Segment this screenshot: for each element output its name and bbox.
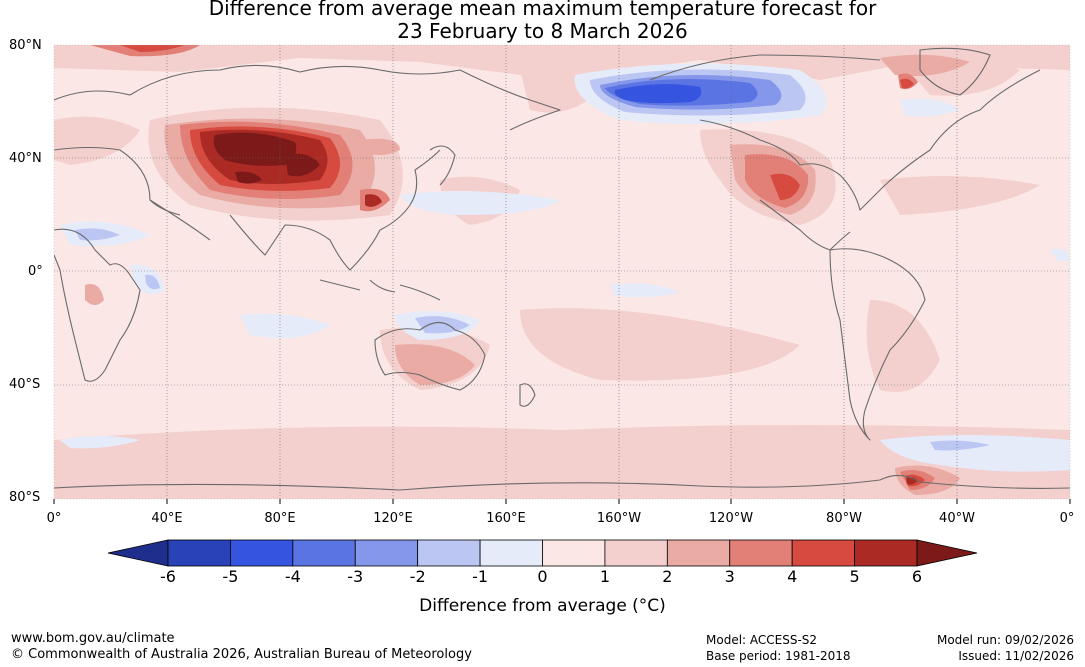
lon-label-120w: 120°W — [708, 511, 754, 526]
footer-base-period: Base period: 1981-2018 — [706, 649, 851, 663]
anomaly-minus-5-4-patches — [614, 84, 702, 104]
footer-website: www.bom.gov.au/climate — [11, 631, 175, 646]
lat-label-80n: 80°N — [9, 38, 42, 53]
colorbar-tick-label: -3 — [347, 567, 364, 586]
lon-label-0-right: 0° — [1059, 511, 1075, 526]
colorbar-tick-label: -1 — [472, 567, 489, 586]
lon-label-80w: 80°W — [826, 511, 862, 526]
lat-label-40s: 40°S — [9, 377, 41, 392]
lat-label-equator: 0° — [28, 264, 43, 279]
axis-ticks — [53, 499, 1071, 504]
footer-model-run: Model run: 09/02/2026 — [936, 633, 1074, 647]
colorbar-tick-label: 2 — [662, 567, 673, 586]
colorbar-tick-label: 1 — [599, 567, 610, 586]
lon-label-120e: 120°E — [373, 511, 413, 526]
colorbar-tick-label: -2 — [409, 567, 426, 586]
lon-label-160w: 160°W — [596, 511, 642, 526]
title-line-2: 23 February to 8 March 2026 — [397, 19, 688, 43]
colorbar-tick-label: -4 — [284, 567, 301, 586]
title-line-1: Difference from average mean maximum tem… — [208, 0, 877, 20]
footer-model: Model: ACCESS-S2 — [706, 633, 818, 647]
lat-label-80s: 80°S — [9, 490, 41, 505]
colorbar-tick-label: -5 — [222, 567, 239, 586]
colorbar-label: Difference from average (°C) — [419, 596, 666, 616]
map-frame — [53, 44, 1071, 500]
footer-copyright: © Commonwealth of Australia 2026, Austra… — [11, 647, 472, 662]
footer-issued: Issued: 11/02/2026 — [958, 649, 1074, 663]
colorbar-tick-label: 6 — [911, 567, 923, 586]
lon-label-40e: 40°E — [151, 511, 183, 526]
lon-label-40w: 40°W — [939, 511, 975, 526]
lon-label-80e: 80°E — [264, 511, 296, 526]
map-title: Difference from average mean maximum tem… — [0, 0, 1085, 43]
colorbar-tick-label: 0 — [537, 567, 548, 586]
colorbar-tick-label: 5 — [849, 567, 860, 586]
lat-label-40n: 40°N — [9, 151, 42, 166]
anomaly-above-6-patches — [213, 132, 320, 184]
lon-label-160e: 160°E — [486, 511, 526, 526]
colorbar-tick-label: 4 — [787, 567, 798, 586]
graticule — [54, 45, 1070, 499]
colorbar-tick-label: -6 — [160, 567, 176, 586]
lon-label-0-left: 0° — [46, 511, 62, 526]
coastlines — [54, 47, 1070, 491]
colorbar-tick-label: 3 — [724, 567, 735, 586]
